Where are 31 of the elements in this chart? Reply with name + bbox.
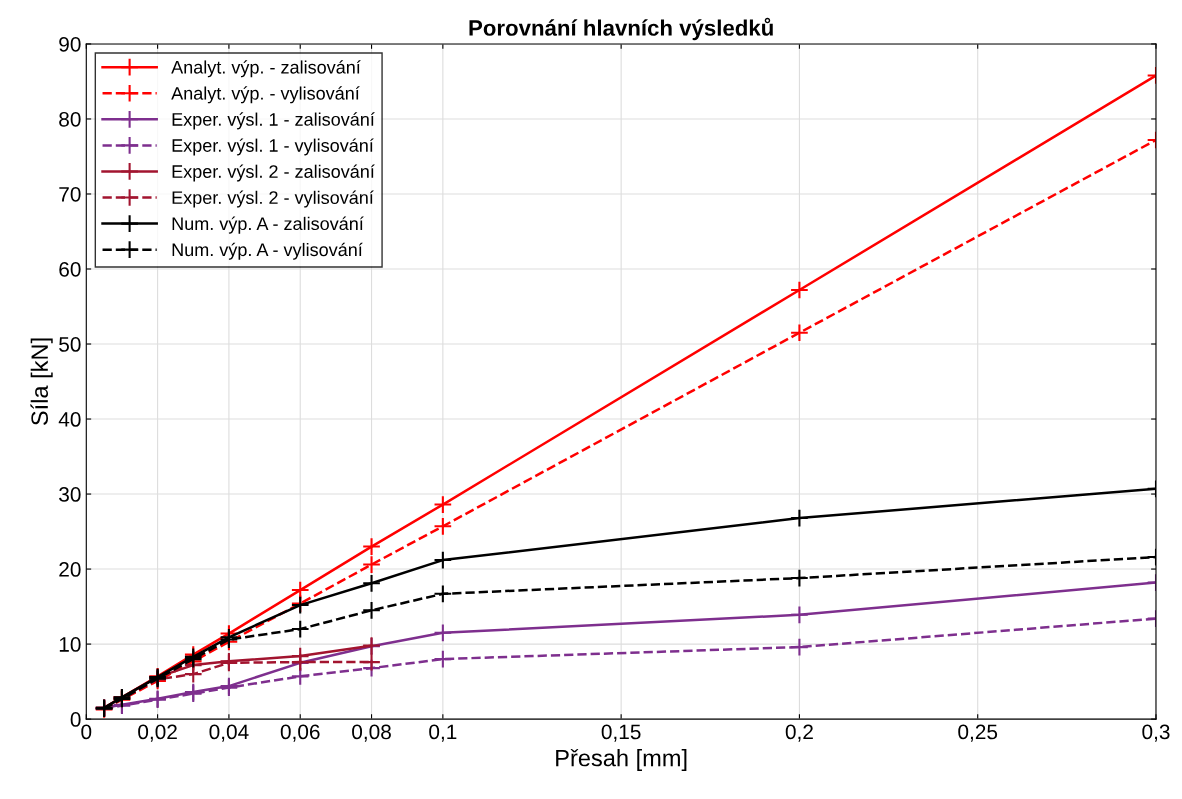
x-tick-label: 0,3 — [1142, 724, 1170, 742]
y-tick-label: 40 — [58, 412, 81, 427]
y-tick-label: 90 — [59, 36, 81, 52]
legend-label: Num. výp. A - zalisování — [172, 216, 364, 234]
legend-label: Analyt. výp. - vylisování — [171, 86, 360, 104]
y-tick-label: 30 — [59, 487, 81, 502]
x-tick-label: 0 — [81, 724, 92, 740]
x-axis-title: Přesah [mm] — [556, 748, 687, 772]
y-axis-title: Síla [kN] — [30, 338, 53, 426]
y-tick-label: 80 — [59, 111, 81, 127]
y-tick-label: 60 — [59, 262, 81, 277]
legend-label: Num. výp. A - vylisování — [172, 242, 363, 260]
x-tick-label: 0,25 — [958, 724, 998, 742]
legend-label: Analyt. výp. - zalisování — [171, 60, 361, 78]
x-tick-label: 0,02 — [138, 724, 177, 742]
x-tick-label: 0,2 — [785, 724, 813, 742]
y-tick-label: 10 — [59, 637, 81, 652]
x-tick-label: 0,1 — [429, 724, 457, 742]
x-tick-label: 0,08 — [352, 724, 391, 742]
legend-label: Exper. výsl. 2 - zalisování — [172, 164, 375, 182]
chart-title: Porovnání hlavních výsledků — [469, 17, 773, 41]
y-tick-label: 0 — [70, 712, 81, 727]
x-tick-label: 0,04 — [209, 724, 249, 742]
y-tick-label: 70 — [59, 186, 81, 202]
y-tick-label: 50 — [59, 337, 81, 352]
legend-label: Exper. výsl. 1 - vylisování — [172, 138, 374, 156]
x-tick-label: 0,15 — [601, 724, 641, 742]
y-tick-label: 20 — [59, 562, 81, 577]
x-tick-label: 0,06 — [280, 724, 320, 742]
legend-label: Exper. výsl. 2 - vylisování — [172, 190, 374, 208]
legend-label: Exper. výsl. 1 - zalisování — [172, 112, 375, 130]
